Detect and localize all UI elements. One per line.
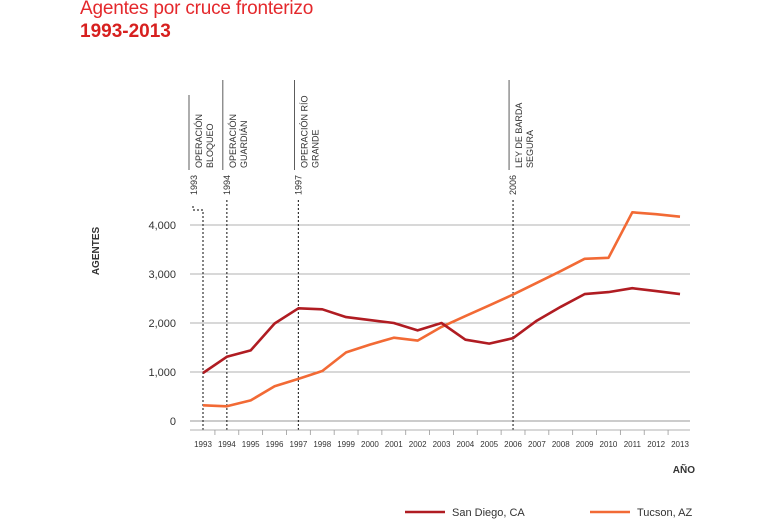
y-tick-label: 1,000 bbox=[148, 367, 176, 379]
x-tick-label: 2001 bbox=[385, 440, 403, 449]
x-tick-label: 1993 bbox=[194, 440, 212, 449]
annotation-text: SEGURA bbox=[525, 130, 535, 168]
y-axis: 0 1,000 2,000 3,000 4,000 bbox=[148, 220, 176, 428]
annotation-text: OPERACIÓN RÍO bbox=[299, 95, 309, 168]
x-tick-label: 2008 bbox=[552, 440, 570, 449]
x-tick-label: 2005 bbox=[480, 440, 498, 449]
x-tick-label: 2012 bbox=[647, 440, 665, 449]
legend-label: San Diego, CA bbox=[452, 507, 525, 519]
x-tick-label: 1996 bbox=[266, 440, 284, 449]
x-tick-label: 2003 bbox=[433, 440, 451, 449]
series-line bbox=[202, 286, 681, 375]
annotation-year: 1993 bbox=[189, 175, 199, 195]
annotation-year: 2006 bbox=[508, 175, 518, 195]
x-tick-label: 1997 bbox=[290, 440, 308, 449]
x-axis: 1993 1994 1995 1996 1997 1998 1999 2000 2001 2002… bbox=[190, 429, 690, 449]
x-tick-label: 2009 bbox=[576, 440, 594, 449]
annotation-text: GRANDE bbox=[310, 129, 320, 168]
annotation-year: 1997 bbox=[293, 175, 303, 195]
y-tick-label: 4,000 bbox=[148, 220, 176, 232]
x-tick-label: 1998 bbox=[313, 440, 331, 449]
annotation-text: OPERACIÓN bbox=[228, 114, 238, 168]
annotation-text: OPERACIÓN bbox=[194, 114, 204, 168]
annotation-text: LEY DE BARDA bbox=[514, 103, 524, 168]
x-tick-label: 2011 bbox=[624, 440, 642, 449]
y-tick-label: 2,000 bbox=[148, 318, 176, 330]
y-tick-label: 0 bbox=[170, 416, 176, 428]
series-lines bbox=[202, 211, 681, 408]
x-tick-label: 2002 bbox=[409, 440, 427, 449]
y-tick-label: 3,000 bbox=[148, 269, 176, 281]
series-line bbox=[202, 211, 681, 408]
chart-title: Agentes por cruce fronterizo bbox=[80, 0, 314, 19]
legend-label: Tucson, AZ bbox=[637, 507, 693, 519]
annotation-text: GUARDIÁN bbox=[239, 120, 249, 168]
x-tick-label: 2007 bbox=[528, 440, 546, 449]
chart-subtitle: 1993-2013 bbox=[80, 21, 171, 42]
x-tick-label: 2013 bbox=[671, 440, 689, 449]
x-tick-label: 1995 bbox=[242, 440, 260, 449]
x-tick-label: 2006 bbox=[504, 440, 522, 449]
legend: San Diego, CA Tucson, AZ bbox=[405, 507, 693, 519]
x-axis-label: AÑO bbox=[673, 463, 695, 476]
annotation-line bbox=[192, 205, 204, 430]
y-axis-label: AGENTES bbox=[91, 227, 102, 276]
x-tick-label: 2004 bbox=[456, 440, 474, 449]
x-tick-label: 2010 bbox=[600, 440, 618, 449]
x-tick-label: 2000 bbox=[361, 440, 379, 449]
x-tick-label: 1994 bbox=[218, 440, 236, 449]
annotation-text: BLOQUEO bbox=[205, 123, 215, 168]
annotation-year: 1994 bbox=[222, 175, 232, 195]
x-tick-label: 1999 bbox=[337, 440, 355, 449]
